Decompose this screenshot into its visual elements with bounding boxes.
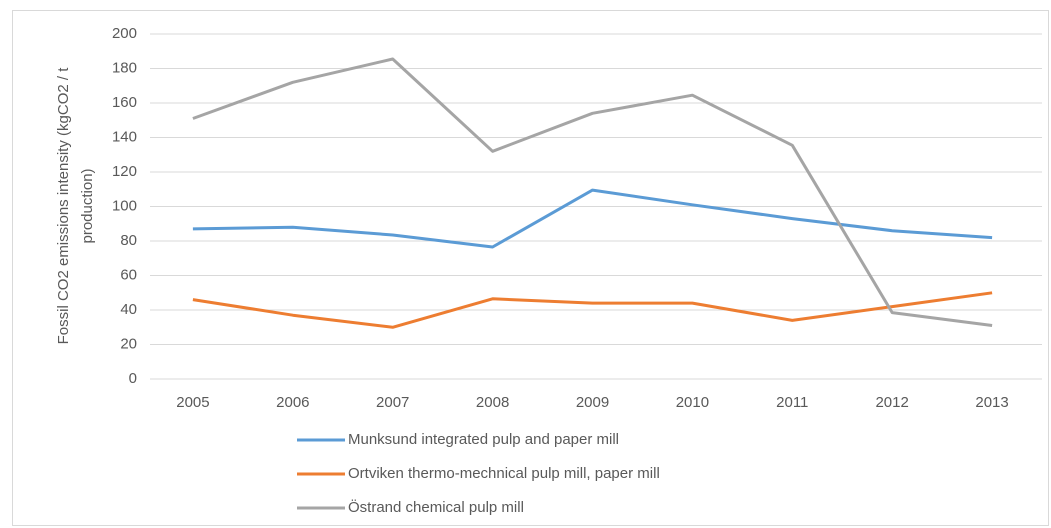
y-tick-label: 200 <box>112 25 137 42</box>
y-tick-label: 40 <box>120 301 137 318</box>
y-tick-label: 60 <box>120 266 137 283</box>
y-tick-label: 100 <box>112 197 137 214</box>
y-tick-label: 80 <box>120 232 137 249</box>
x-tick-label: 2007 <box>376 394 409 411</box>
y-tick-label: 120 <box>112 163 137 180</box>
x-tick-label: 2006 <box>276 394 309 411</box>
series-line <box>192 57 993 327</box>
x-tick-label: 2008 <box>476 394 509 411</box>
x-tick-label: 2009 <box>576 394 609 411</box>
y-axis-label: production) <box>79 168 96 243</box>
x-tick-label: 2012 <box>875 394 908 411</box>
legend-label: Ortviken thermo-mechnical pulp mill, pap… <box>348 465 660 482</box>
x-tick-label: 2005 <box>176 394 209 411</box>
y-tick-label: 160 <box>112 94 137 111</box>
y-tick-label: 180 <box>112 59 137 76</box>
series-line <box>192 188 993 249</box>
legend-label: Östrand chemical pulp mill <box>348 498 524 516</box>
x-tick-label: 2013 <box>975 394 1008 411</box>
x-tick-label: 2011 <box>776 394 808 411</box>
series-line <box>192 291 993 329</box>
legend-label: Munksund integrated pulp and paper mill <box>348 431 619 448</box>
y-tick-label: 20 <box>120 335 137 352</box>
x-tick-label: 2010 <box>676 394 709 411</box>
y-axis-label: Fossil CO2 emissions intensity (kgCO2 / … <box>55 67 72 345</box>
chart-frame <box>12 10 1049 526</box>
y-tick-label: 140 <box>112 128 137 145</box>
y-tick-label: 0 <box>129 370 137 387</box>
